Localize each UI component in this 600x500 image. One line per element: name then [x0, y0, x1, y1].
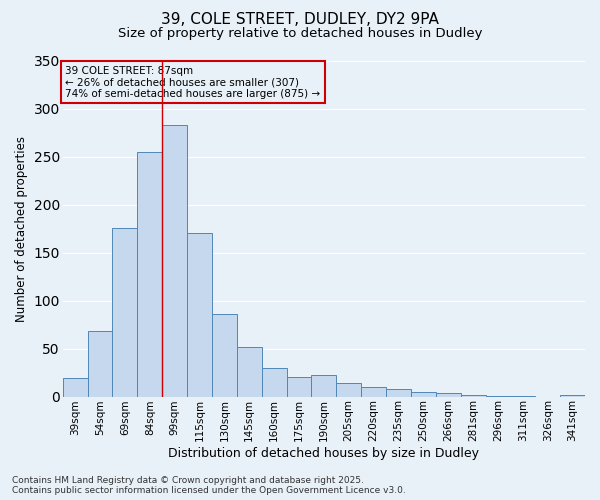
- Bar: [63, 378, 88, 396]
- Text: 39, COLE STREET, DUDLEY, DY2 9PA: 39, COLE STREET, DUDLEY, DY2 9PA: [161, 12, 439, 28]
- X-axis label: Distribution of detached houses by size in Dudley: Distribution of detached houses by size …: [169, 447, 479, 460]
- Bar: [112, 228, 137, 396]
- Bar: [262, 368, 287, 396]
- Bar: [287, 378, 311, 396]
- Bar: [212, 314, 237, 396]
- Bar: [237, 346, 262, 397]
- Text: Size of property relative to detached houses in Dudley: Size of property relative to detached ho…: [118, 28, 482, 40]
- Bar: [386, 389, 411, 396]
- Bar: [461, 394, 485, 396]
- Bar: [88, 332, 112, 396]
- Bar: [336, 383, 361, 396]
- Bar: [361, 387, 386, 396]
- Bar: [436, 392, 461, 396]
- Bar: [137, 152, 162, 396]
- Text: Contains HM Land Registry data © Crown copyright and database right 2025.
Contai: Contains HM Land Registry data © Crown c…: [12, 476, 406, 495]
- Bar: [311, 376, 336, 396]
- Bar: [187, 234, 212, 396]
- Text: 39 COLE STREET: 87sqm
← 26% of detached houses are smaller (307)
74% of semi-det: 39 COLE STREET: 87sqm ← 26% of detached …: [65, 66, 320, 98]
- Bar: [411, 392, 436, 396]
- Y-axis label: Number of detached properties: Number of detached properties: [15, 136, 28, 322]
- Bar: [560, 394, 585, 396]
- Bar: [162, 125, 187, 396]
